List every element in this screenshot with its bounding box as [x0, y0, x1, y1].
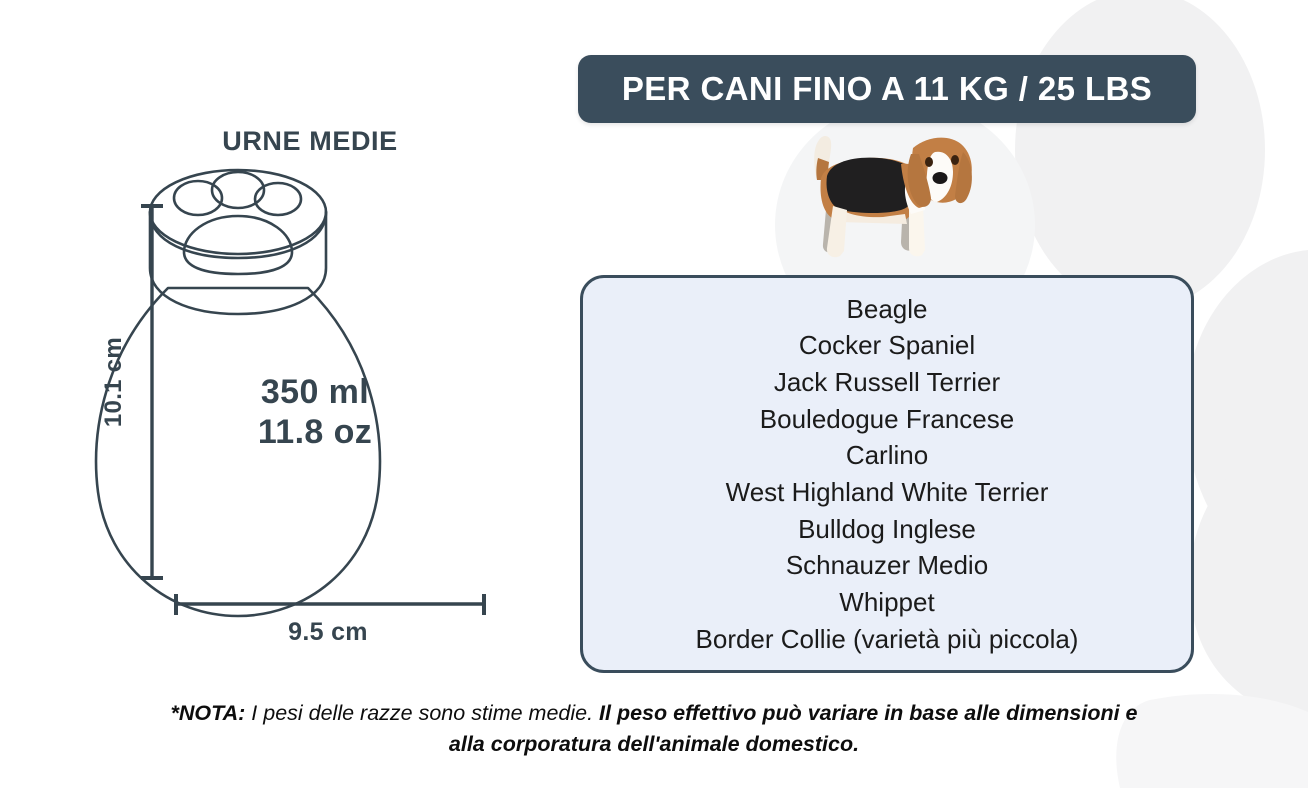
- breed-list-panel: Beagle Cocker Spaniel Jack Russell Terri…: [580, 275, 1194, 673]
- list-item: West Highland White Terrier: [725, 477, 1049, 507]
- paw-toe-middle: [210, 170, 266, 210]
- dog-eye-far: [951, 155, 959, 165]
- list-item: Carlino: [845, 440, 929, 471]
- list-item: Whippet: [839, 586, 935, 617]
- urn-volume-ml: 350 ml: [260, 373, 370, 411]
- dog-eye-near: [925, 157, 933, 167]
- footnote-bold: Il peso effettivo può variare in base al…: [448, 701, 1138, 756]
- urn-collar-outline: [148, 210, 328, 316]
- list-item: Border Collie (varietà più piccola): [695, 623, 1079, 654]
- weight-range-badge: PER CANI FINO A 11 KG / 25 LBS: [578, 55, 1196, 123]
- urn-height-label: 10.1 cm: [100, 336, 127, 428]
- paw-main-pad: [182, 214, 294, 276]
- paw-toe-right: [253, 181, 303, 217]
- beagle-dog-illustration: [814, 136, 972, 258]
- list-item: Jack Russell Terrier: [773, 367, 1001, 398]
- list-item: Cocker Spaniel: [798, 330, 976, 361]
- weight-range-badge-label: PER CANI FINO A 11 KG / 25 LBS: [621, 70, 1153, 107]
- paw-print-icon: [172, 170, 303, 276]
- footnote-regular: I pesi delle razze sono stime medie.: [245, 701, 600, 725]
- list-item: Bouledogue Francese: [759, 403, 1015, 434]
- urn-width-label: 9.5 cm: [288, 618, 368, 646]
- footnote-note: *NOTA: I pesi delle razze sono stime med…: [154, 698, 1154, 759]
- paw-toe-left: [172, 179, 224, 217]
- dog-nose: [932, 172, 948, 184]
- footnote-prefix: *NOTA:: [170, 701, 246, 725]
- list-item: Bulldog Inglese: [798, 513, 976, 544]
- urn-section: URNE MEDIE: [60, 100, 560, 680]
- width-dimension-line: [174, 594, 486, 615]
- urn-lid-top: [148, 168, 328, 256]
- breeds-section: PER CANI FINO A 11 KG / 25 LBS: [578, 0, 1218, 788]
- list-item: Schnauzer Medio: [785, 550, 989, 581]
- urn-body-outline: [94, 286, 382, 618]
- urn-illustration: [94, 168, 486, 618]
- urn-lid-rim: [148, 210, 328, 260]
- height-dimension-line: [141, 204, 163, 580]
- urn-volume-text: 350 ml 11.8 oz: [185, 372, 445, 452]
- urn-volume-oz: 11.8 oz: [257, 413, 373, 452]
- urn-section-title: URNE MEDIE: [222, 126, 398, 156]
- list-item: Beagle: [846, 293, 928, 324]
